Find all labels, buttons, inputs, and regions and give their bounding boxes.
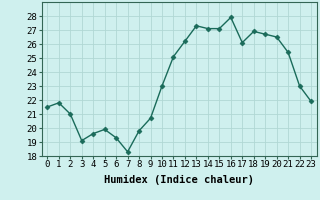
X-axis label: Humidex (Indice chaleur): Humidex (Indice chaleur)	[104, 175, 254, 185]
